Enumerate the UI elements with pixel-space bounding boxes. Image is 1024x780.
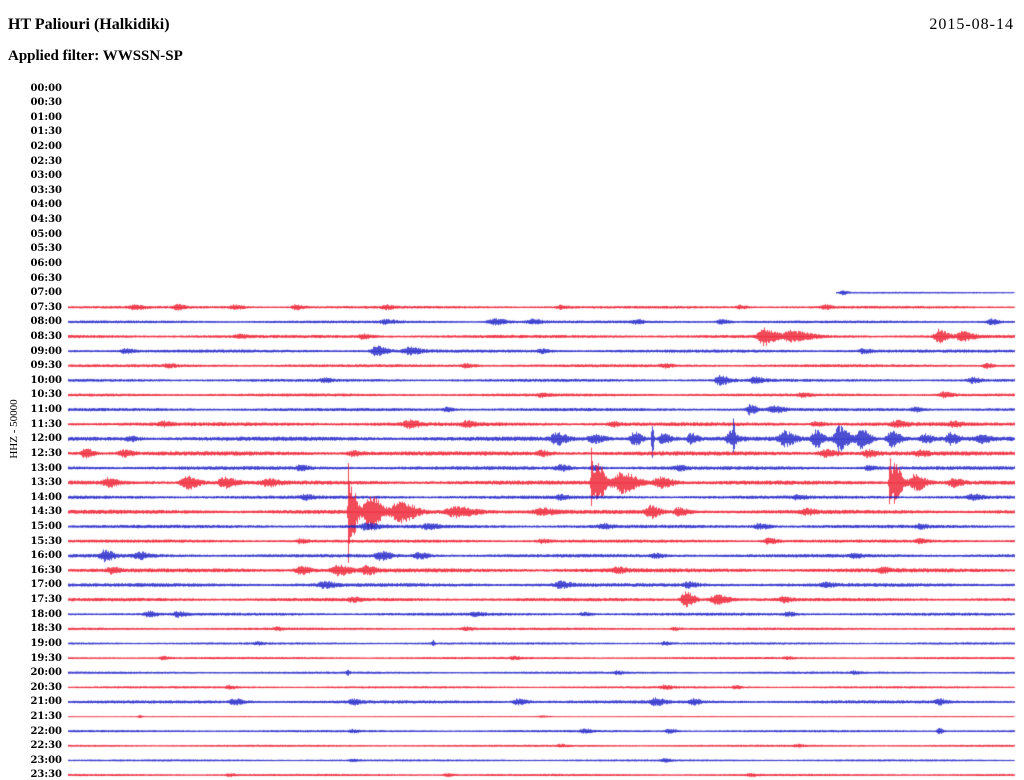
time-label: 01:00 [30, 111, 62, 123]
time-label: 05:00 [30, 228, 62, 240]
time-label: 00:00 [30, 82, 62, 94]
time-label: 19:00 [30, 637, 62, 649]
time-label: 13:30 [30, 477, 62, 489]
time-label: 14:00 [30, 491, 62, 503]
filter-label: Applied filter: WWSSN-SP [8, 48, 183, 64]
time-label: 12:30 [30, 447, 62, 459]
time-label: 03:00 [30, 170, 62, 182]
time-label: 15:00 [30, 521, 62, 532]
time-label: 11:30 [30, 418, 62, 430]
time-label: 16:00 [30, 550, 62, 562]
time-label: 18:00 [30, 608, 62, 620]
time-label: 08:30 [30, 330, 62, 342]
time-label: 18:30 [30, 623, 62, 635]
time-label: 10:00 [30, 374, 62, 386]
time-label: 06:00 [30, 257, 62, 269]
time-label: 17:30 [30, 594, 62, 606]
time-label: 08:00 [30, 316, 62, 328]
time-label: 09:30 [30, 360, 62, 372]
time-label: 23:30 [30, 769, 62, 780]
time-label: 02:30 [30, 155, 62, 167]
time-label: 07:00 [30, 287, 62, 299]
time-label: 15:30 [30, 535, 62, 547]
time-label: 05:30 [30, 243, 62, 255]
time-label: 20:30 [30, 681, 62, 693]
time-label: 06:30 [30, 272, 62, 284]
time-label: 21:00 [30, 696, 62, 708]
time-label: 22:00 [30, 725, 62, 737]
time-label: 20:00 [30, 667, 62, 679]
time-label: 11:00 [30, 404, 62, 416]
time-label: 09:00 [30, 345, 62, 357]
time-label: 19:30 [30, 652, 62, 664]
time-label: 07:30 [30, 301, 62, 313]
time-label: 13:00 [30, 462, 62, 474]
time-label: 02:00 [30, 140, 62, 152]
time-label: 21:30 [30, 711, 62, 723]
time-label: 04:30 [30, 214, 62, 226]
time-label: 23:00 [30, 754, 62, 766]
time-label: 04:00 [30, 199, 62, 211]
time-label: 10:30 [30, 389, 62, 401]
time-label: 03:30 [30, 184, 62, 196]
date-label: 2015-08-14 [929, 16, 1014, 33]
station-title: HT Paliouri (Halkidiki) [8, 16, 170, 33]
time-label: 22:30 [30, 740, 62, 752]
time-label: 14:30 [30, 506, 62, 518]
time-label: 12:00 [30, 433, 62, 445]
time-label: 16:30 [30, 564, 62, 576]
time-label: 17:00 [30, 579, 62, 591]
time-label: 00:30 [30, 97, 62, 109]
time-label: 01:30 [30, 126, 62, 138]
